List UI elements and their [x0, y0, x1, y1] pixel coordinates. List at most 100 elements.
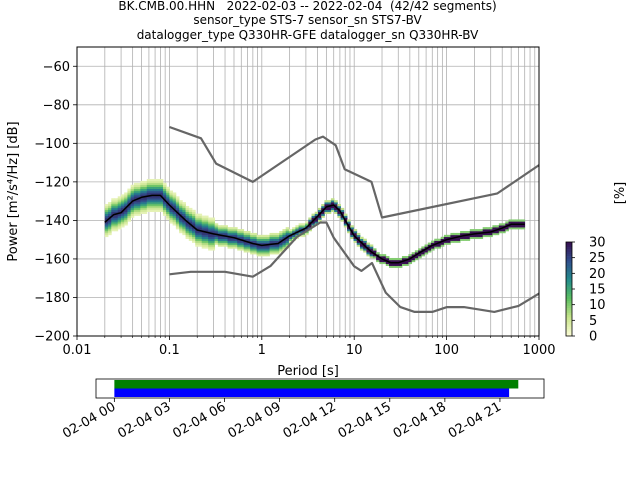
histogram-cell — [269, 248, 274, 251]
histogram-cell — [421, 248, 425, 251]
histogram-cell — [120, 223, 125, 226]
histogram-cell — [240, 244, 245, 247]
histogram-cell — [153, 200, 157, 203]
availability-tick-label: 02-04 18 — [391, 399, 449, 441]
histogram-cell — [204, 217, 209, 220]
histogram-cell — [511, 227, 516, 230]
histogram-cell — [162, 205, 167, 209]
y-tick-label: −160 — [34, 252, 70, 267]
histogram-cell — [201, 240, 206, 243]
histogram-cell — [263, 236, 267, 240]
histogram-cell — [447, 242, 451, 245]
histogram-cell — [347, 221, 351, 224]
histogram-cell — [124, 204, 128, 207]
histogram-cell — [392, 257, 396, 261]
histogram-cell — [369, 256, 374, 259]
histogram-cell — [127, 213, 132, 216]
colorbar-tick-label: 10 — [589, 298, 606, 313]
histogram-cell — [259, 252, 264, 255]
histogram-cell — [443, 240, 448, 243]
histogram-cell — [246, 250, 251, 253]
histogram-cell — [143, 202, 148, 205]
histogram-cell — [224, 227, 228, 230]
histogram-cell — [150, 200, 154, 203]
histogram-cell — [253, 248, 258, 251]
histogram-cell — [502, 230, 506, 234]
histogram-cell — [350, 236, 354, 240]
histogram-cell — [263, 252, 267, 255]
histogram-cell — [108, 205, 112, 209]
histogram-cell — [130, 194, 135, 197]
histogram-cell — [385, 261, 390, 265]
histogram-cell — [401, 263, 406, 266]
histogram-cell — [104, 211, 109, 214]
histogram-cell — [192, 221, 196, 224]
histogram-cell — [282, 244, 287, 247]
histogram-cell — [182, 209, 186, 213]
histogram-cell — [198, 230, 203, 234]
histogram-cell — [347, 229, 351, 232]
histogram-cell — [169, 215, 174, 218]
histogram-cell — [108, 211, 112, 214]
histogram-cell — [460, 238, 464, 241]
colorbar-swatch — [566, 277, 572, 280]
histogram-cell — [240, 242, 245, 245]
histogram-cell — [143, 186, 148, 189]
histogram-cell — [188, 213, 193, 216]
availability-tick-label: 02-04 15 — [336, 399, 394, 441]
histogram-cell — [127, 202, 132, 205]
histogram-cell — [104, 205, 109, 209]
histogram-cell — [124, 223, 128, 226]
histogram-cell — [169, 194, 174, 197]
histogram-cell — [172, 221, 177, 224]
histogram-cell — [179, 227, 183, 230]
colorbar-swatch — [566, 293, 572, 297]
histogram-cell — [211, 238, 216, 241]
histogram-cell — [327, 200, 332, 203]
histogram-cell — [224, 230, 228, 234]
colorbar-swatch — [566, 256, 572, 259]
histogram-cell — [327, 202, 332, 205]
histogram-cell — [146, 188, 151, 191]
histogram-cell — [301, 225, 306, 228]
histogram-cell — [347, 227, 351, 230]
histogram-cell — [253, 244, 258, 247]
histogram-cell — [221, 238, 225, 241]
histogram-cell — [505, 223, 509, 226]
histogram-cell — [518, 221, 522, 224]
histogram-cell — [150, 196, 154, 199]
histogram-cell — [195, 234, 199, 238]
histogram-cell — [508, 219, 513, 222]
histogram-cell — [259, 248, 264, 251]
histogram-cell — [250, 236, 254, 240]
histogram-cell — [150, 209, 154, 213]
histogram-cell — [198, 215, 203, 218]
histogram-cell — [256, 254, 261, 257]
histogram-cell — [350, 225, 354, 228]
histogram-cell — [185, 230, 190, 234]
histogram-cell — [120, 198, 125, 201]
histogram-cell — [492, 230, 497, 234]
histogram-cell — [204, 227, 209, 230]
histogram-cell — [292, 236, 296, 240]
histogram-cell — [237, 236, 241, 240]
histogram-cell — [234, 227, 238, 230]
histogram-cell — [192, 213, 196, 216]
histogram-cell — [114, 221, 119, 224]
histogram-cell — [395, 265, 400, 268]
histogram-cell — [411, 259, 416, 263]
histogram-cell — [133, 211, 138, 214]
histogram-cell — [369, 252, 374, 255]
histogram-cell — [175, 221, 180, 224]
histogram-cell — [230, 242, 235, 245]
histogram-cell — [498, 230, 503, 234]
histogram-cell — [117, 217, 122, 220]
histogram-cell — [198, 225, 203, 228]
histogram-cell — [376, 252, 380, 255]
histogram-cell — [324, 207, 329, 211]
x-tick-label: 0.1 — [159, 343, 180, 358]
histogram-cell — [285, 230, 290, 234]
histogram-cell — [201, 219, 206, 222]
histogram-cell — [143, 204, 148, 207]
histogram-cell — [192, 215, 196, 218]
